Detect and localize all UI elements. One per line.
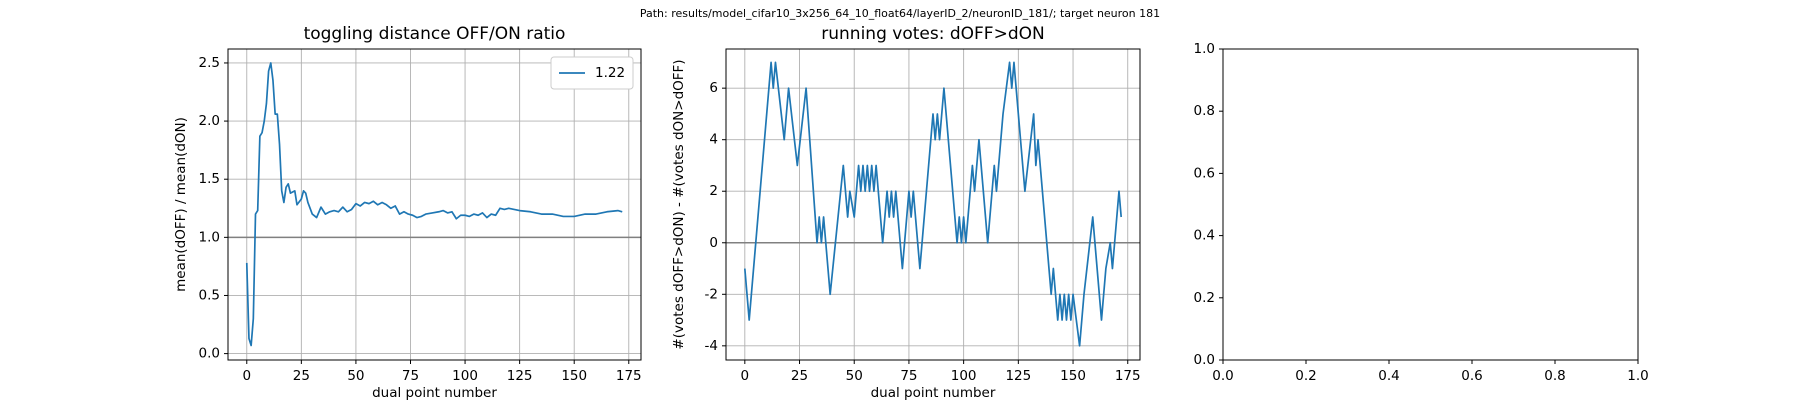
x-tick-label: 50	[347, 368, 364, 384]
y-tick-label: 0.0	[1194, 352, 1215, 368]
x-axis-label: dual point number	[871, 385, 996, 400]
x-tick-label: 0.4	[1378, 368, 1399, 384]
x-tick-label: 75	[402, 368, 419, 384]
x-tick-label: 25	[293, 368, 310, 384]
x-tick-label: 75	[900, 368, 917, 384]
x-tick-label: 100	[951, 368, 977, 384]
axes-frame	[725, 48, 1141, 361]
y-tick-label: 0.5	[199, 287, 220, 303]
x-tick-label: 125	[1005, 368, 1031, 384]
x-tick-label: 0.8	[1544, 368, 1565, 384]
x-tick-label: 175	[1115, 368, 1141, 384]
legend-frame	[550, 56, 634, 90]
y-axis-label: #(votes dOFF>dON) - #(votes dON>dOFF)	[671, 59, 687, 349]
y-tick-label: 0.0	[199, 346, 220, 362]
series-line	[743, 61, 1123, 347]
x-tick-label: 50	[846, 368, 863, 384]
y-tick-label: 2.5	[199, 55, 220, 71]
y-tick-label: 0.4	[1194, 228, 1215, 244]
x-tick-label: 0	[242, 368, 251, 384]
x-tick-label: 175	[616, 368, 642, 384]
x-tick-label: 150	[1060, 368, 1086, 384]
chart-title: toggling distance OFF/ON ratio	[304, 24, 566, 44]
x-tick-label: 125	[507, 368, 533, 384]
x-tick-label: 25	[791, 368, 808, 384]
x-tick-label: 100	[452, 368, 478, 384]
y-tick-label: -2	[705, 286, 718, 302]
y-tick-label: 2	[709, 183, 718, 199]
series-line	[245, 62, 623, 347]
x-tick-label: 0	[741, 368, 750, 384]
x-axis-label: dual point number	[372, 385, 497, 400]
y-tick-label: 0.2	[1194, 290, 1215, 306]
x-tick-label: 150	[561, 368, 587, 384]
y-tick-label: 1.0	[1194, 41, 1215, 57]
y-tick-label: 2.0	[199, 113, 220, 129]
x-tick-label: 1.0	[1627, 368, 1648, 384]
y-tick-label: 4	[709, 132, 718, 148]
y-tick-label: 0.8	[1194, 103, 1215, 119]
x-tick-label: 0.2	[1295, 368, 1316, 384]
y-tick-label: 0	[709, 235, 718, 251]
figure-title: Path: results/model_cifar10_3x256_64_10_…	[640, 7, 1160, 20]
y-tick-label: -4	[705, 338, 718, 354]
x-tick-label: 0.6	[1461, 368, 1482, 384]
y-tick-label: 0.6	[1194, 165, 1215, 181]
legend-label: 1.22	[595, 65, 625, 81]
y-tick-label: 6	[709, 80, 718, 96]
chart-title: running votes: dOFF>dON	[821, 24, 1044, 44]
x-tick-label: 0.0	[1212, 368, 1233, 384]
axes-frame	[1222, 48, 1639, 361]
axes-frame	[227, 48, 642, 361]
y-axis-label: mean(dOFF) / mean(dON)	[173, 117, 189, 292]
y-tick-label: 1.5	[199, 171, 220, 187]
y-tick-label: 1.0	[199, 229, 220, 245]
